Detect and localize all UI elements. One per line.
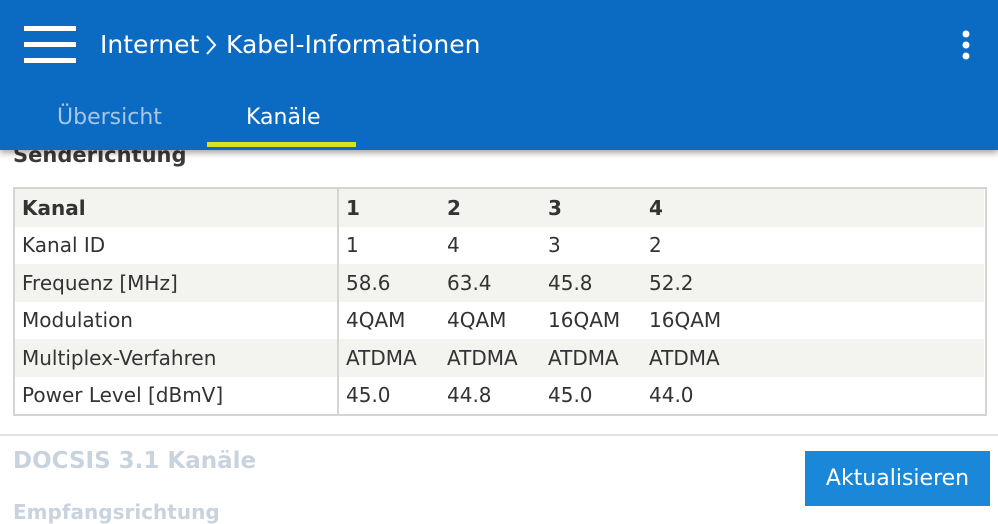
table-cell: 2 xyxy=(440,189,541,227)
table-cell: 4QAM xyxy=(447,308,507,333)
row-label: Kanal xyxy=(15,189,339,227)
tab[interactable]: Übersicht xyxy=(57,105,162,130)
refresh-button[interactable]: Aktualisieren xyxy=(805,451,990,506)
table-cell: 3 xyxy=(541,189,642,227)
table-cell: 44.8 xyxy=(447,383,492,408)
table-cell: 1 xyxy=(338,189,440,227)
table-cell: ATDMA xyxy=(541,339,642,377)
table-row: Multiplex-Verfahren ATDMA ATDMA ATDMA ATDMA xyxy=(15,339,984,377)
table-cell: 3 xyxy=(548,233,561,258)
table-cell: 1 xyxy=(346,233,359,258)
overflow-menu[interactable] xyxy=(960,30,972,60)
breadcrumb-chevron xyxy=(206,35,217,55)
tab-indicator xyxy=(207,142,356,147)
table-row: Power Level [dBmV] 45.0 44.8 45.0 44.0 xyxy=(15,376,984,414)
table-cell: 45.0 xyxy=(548,383,593,408)
row-label: Power Level [dBmV] xyxy=(15,376,339,414)
table-cell: 4 xyxy=(447,233,460,258)
table-cell: 52.2 xyxy=(642,264,984,302)
table-row: Modulation 4QAM 4QAM 16QAM 16QAM xyxy=(15,301,984,339)
tab-active[interactable]: Kanäle xyxy=(246,105,321,130)
table-cell: ATDMA xyxy=(440,339,541,377)
table-cell: 44.0 xyxy=(649,383,694,408)
section-subheading: Empfangsrichtung xyxy=(13,500,220,524)
app-bar: Internet Kabel-Informationen Übersicht K… xyxy=(0,0,998,150)
breadcrumb-item[interactable]: Internet xyxy=(100,30,200,59)
table-row: Frequenz [MHz] 58.6 63.4 45.8 52.2 xyxy=(15,264,984,302)
channel-table: Kanal 1 2 3 4 Kanal ID 1 4 3 2 Frequenz [MHz] 58.6 6… xyxy=(13,187,987,416)
table-cell: 4 xyxy=(642,189,984,227)
table-cell: 2 xyxy=(649,233,662,258)
menu-icon[interactable] xyxy=(24,26,76,64)
divider xyxy=(0,434,998,436)
row-label: Multiplex-Verfahren xyxy=(15,339,339,377)
table-cell: 58.6 xyxy=(338,264,440,302)
table-cell: 16QAM xyxy=(548,308,621,333)
row-label: Frequenz [MHz] xyxy=(15,264,339,302)
table-cell: 16QAM xyxy=(649,308,722,333)
breadcrumb-item: Kabel-Informationen xyxy=(226,30,481,59)
table-row: Kanal ID 1 4 3 2 xyxy=(15,226,984,264)
table-cell: 45.0 xyxy=(346,383,391,408)
table-row: Kanal 1 2 3 4 xyxy=(15,189,984,227)
table-cell: 45.8 xyxy=(541,264,642,302)
section-heading: DOCSIS 3.1 Kanäle xyxy=(13,448,257,474)
table-cell: ATDMA xyxy=(642,339,984,377)
table-cell: 4QAM xyxy=(346,308,406,333)
row-label: Kanal ID xyxy=(15,226,339,264)
row-label: Modulation xyxy=(15,301,339,339)
table-cell: ATDMA xyxy=(338,339,440,377)
table: Kanal 1 2 3 4 Kanal ID 1 4 3 2 Frequenz [MHz] 58.6 6… xyxy=(15,189,985,414)
table-cell: 63.4 xyxy=(440,264,541,302)
